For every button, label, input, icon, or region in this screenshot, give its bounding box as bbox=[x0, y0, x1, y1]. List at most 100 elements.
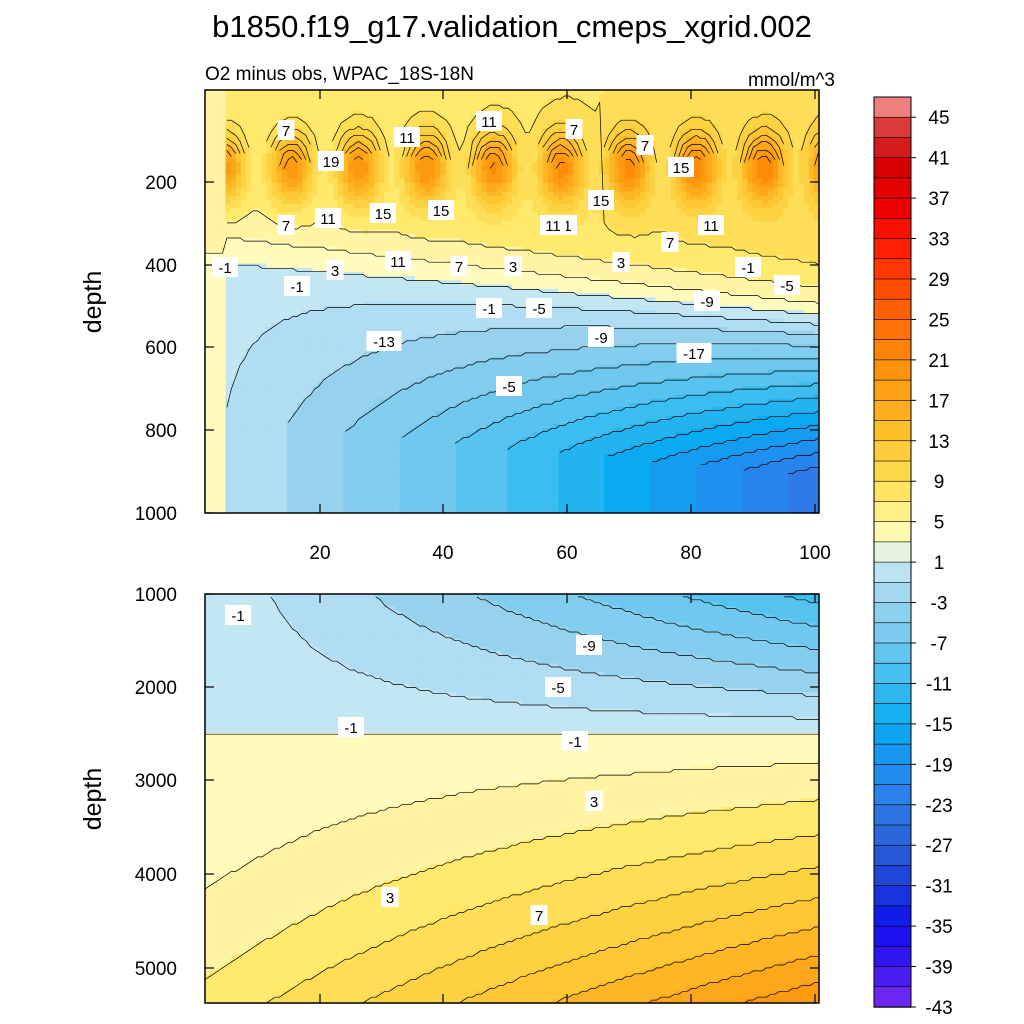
field-cell bbox=[747, 90, 754, 95]
field-cell bbox=[685, 119, 692, 125]
field-cell bbox=[307, 187, 314, 193]
field-cell bbox=[343, 229, 349, 235]
field-cell bbox=[240, 204, 247, 210]
field-cell bbox=[343, 94, 349, 100]
field-cell bbox=[578, 183, 585, 188]
field-cell bbox=[496, 204, 503, 210]
field-cell bbox=[450, 229, 457, 235]
field-cell bbox=[793, 187, 800, 193]
field-cell bbox=[215, 106, 221, 112]
field-cell bbox=[435, 174, 441, 180]
field-cell bbox=[215, 191, 221, 197]
field-cell bbox=[271, 119, 278, 125]
field-cell bbox=[716, 157, 723, 163]
field-cell bbox=[778, 140, 784, 146]
field-cell bbox=[220, 174, 227, 180]
field-cell bbox=[568, 246, 574, 252]
field-cell bbox=[767, 98, 774, 104]
field-cell bbox=[256, 187, 262, 193]
field-cell bbox=[670, 128, 677, 133]
field-cell bbox=[343, 136, 349, 142]
field-cell bbox=[813, 204, 819, 210]
field-cell bbox=[471, 242, 477, 248]
field-cell bbox=[706, 166, 713, 171]
field-cell bbox=[251, 149, 257, 155]
field-cell bbox=[240, 166, 247, 171]
field-cell bbox=[353, 123, 360, 129]
field-cell bbox=[639, 111, 646, 116]
field-cell bbox=[706, 233, 713, 239]
field-cell bbox=[491, 94, 498, 100]
field-cell bbox=[251, 140, 257, 146]
field-cell bbox=[716, 149, 723, 155]
field-cell bbox=[547, 106, 554, 112]
field-cell bbox=[496, 250, 503, 256]
field-cell bbox=[501, 216, 508, 222]
field-cell bbox=[332, 170, 339, 176]
field-cell bbox=[680, 242, 687, 248]
field-cell bbox=[762, 242, 769, 248]
field-cell bbox=[691, 132, 697, 138]
field-cell bbox=[368, 166, 375, 171]
field-cell bbox=[527, 111, 534, 116]
field-cell bbox=[271, 149, 278, 155]
field-cell bbox=[496, 233, 503, 239]
field-cell bbox=[271, 263, 278, 269]
field-cell bbox=[317, 123, 324, 129]
field-cell bbox=[798, 204, 805, 210]
field-cell bbox=[460, 250, 467, 256]
field-cell bbox=[588, 149, 595, 155]
field-cell bbox=[471, 229, 477, 235]
field-cell bbox=[788, 212, 795, 218]
field-cell bbox=[793, 128, 800, 133]
field-cell bbox=[726, 111, 733, 116]
field-cell bbox=[338, 229, 344, 235]
field-cell bbox=[598, 174, 605, 180]
field-cell bbox=[368, 174, 375, 180]
field-cell bbox=[803, 123, 810, 129]
field-cell bbox=[542, 170, 549, 176]
field-cell bbox=[235, 246, 242, 252]
field-cell bbox=[660, 98, 667, 104]
field-cell bbox=[680, 119, 687, 125]
field-cell bbox=[619, 208, 626, 214]
field-cell bbox=[634, 106, 641, 112]
field-cell bbox=[691, 153, 697, 159]
field-cell bbox=[486, 187, 493, 193]
field-cell bbox=[696, 153, 702, 159]
field-cell bbox=[604, 106, 610, 112]
field-cell bbox=[721, 233, 728, 239]
field-cell bbox=[578, 166, 585, 171]
field-cell bbox=[772, 136, 779, 142]
field-cell bbox=[527, 94, 534, 100]
field-cell bbox=[598, 242, 605, 248]
field-cell bbox=[440, 238, 447, 243]
field-cell bbox=[373, 187, 380, 193]
field-cell bbox=[322, 128, 329, 133]
field-cell bbox=[455, 238, 462, 243]
field-cell bbox=[450, 187, 457, 193]
field-cell bbox=[322, 199, 329, 205]
field-cell bbox=[317, 250, 324, 256]
field-cell bbox=[721, 94, 728, 100]
field-cell bbox=[655, 94, 661, 100]
field-cell bbox=[742, 199, 748, 205]
field-cell bbox=[394, 216, 401, 222]
field-cell bbox=[271, 111, 278, 116]
field-cell bbox=[240, 191, 247, 197]
field-cell bbox=[542, 178, 549, 184]
field-cell bbox=[573, 102, 580, 108]
field-cell bbox=[486, 149, 493, 155]
field-cell bbox=[501, 136, 508, 142]
field-cell bbox=[629, 106, 636, 112]
field-cell bbox=[563, 183, 569, 188]
field-cell bbox=[578, 238, 585, 243]
field-cell bbox=[312, 183, 319, 188]
field-cell bbox=[675, 115, 682, 121]
field-cell bbox=[281, 170, 288, 176]
field-cell bbox=[506, 208, 513, 214]
field-cell bbox=[245, 250, 252, 256]
field-cell bbox=[496, 242, 503, 248]
field-cell bbox=[210, 90, 216, 95]
field-cell bbox=[650, 246, 656, 252]
